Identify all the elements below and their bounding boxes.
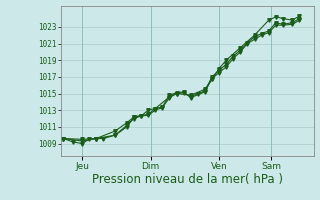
- X-axis label: Pression niveau de la mer( hPa ): Pression niveau de la mer( hPa ): [92, 173, 283, 186]
